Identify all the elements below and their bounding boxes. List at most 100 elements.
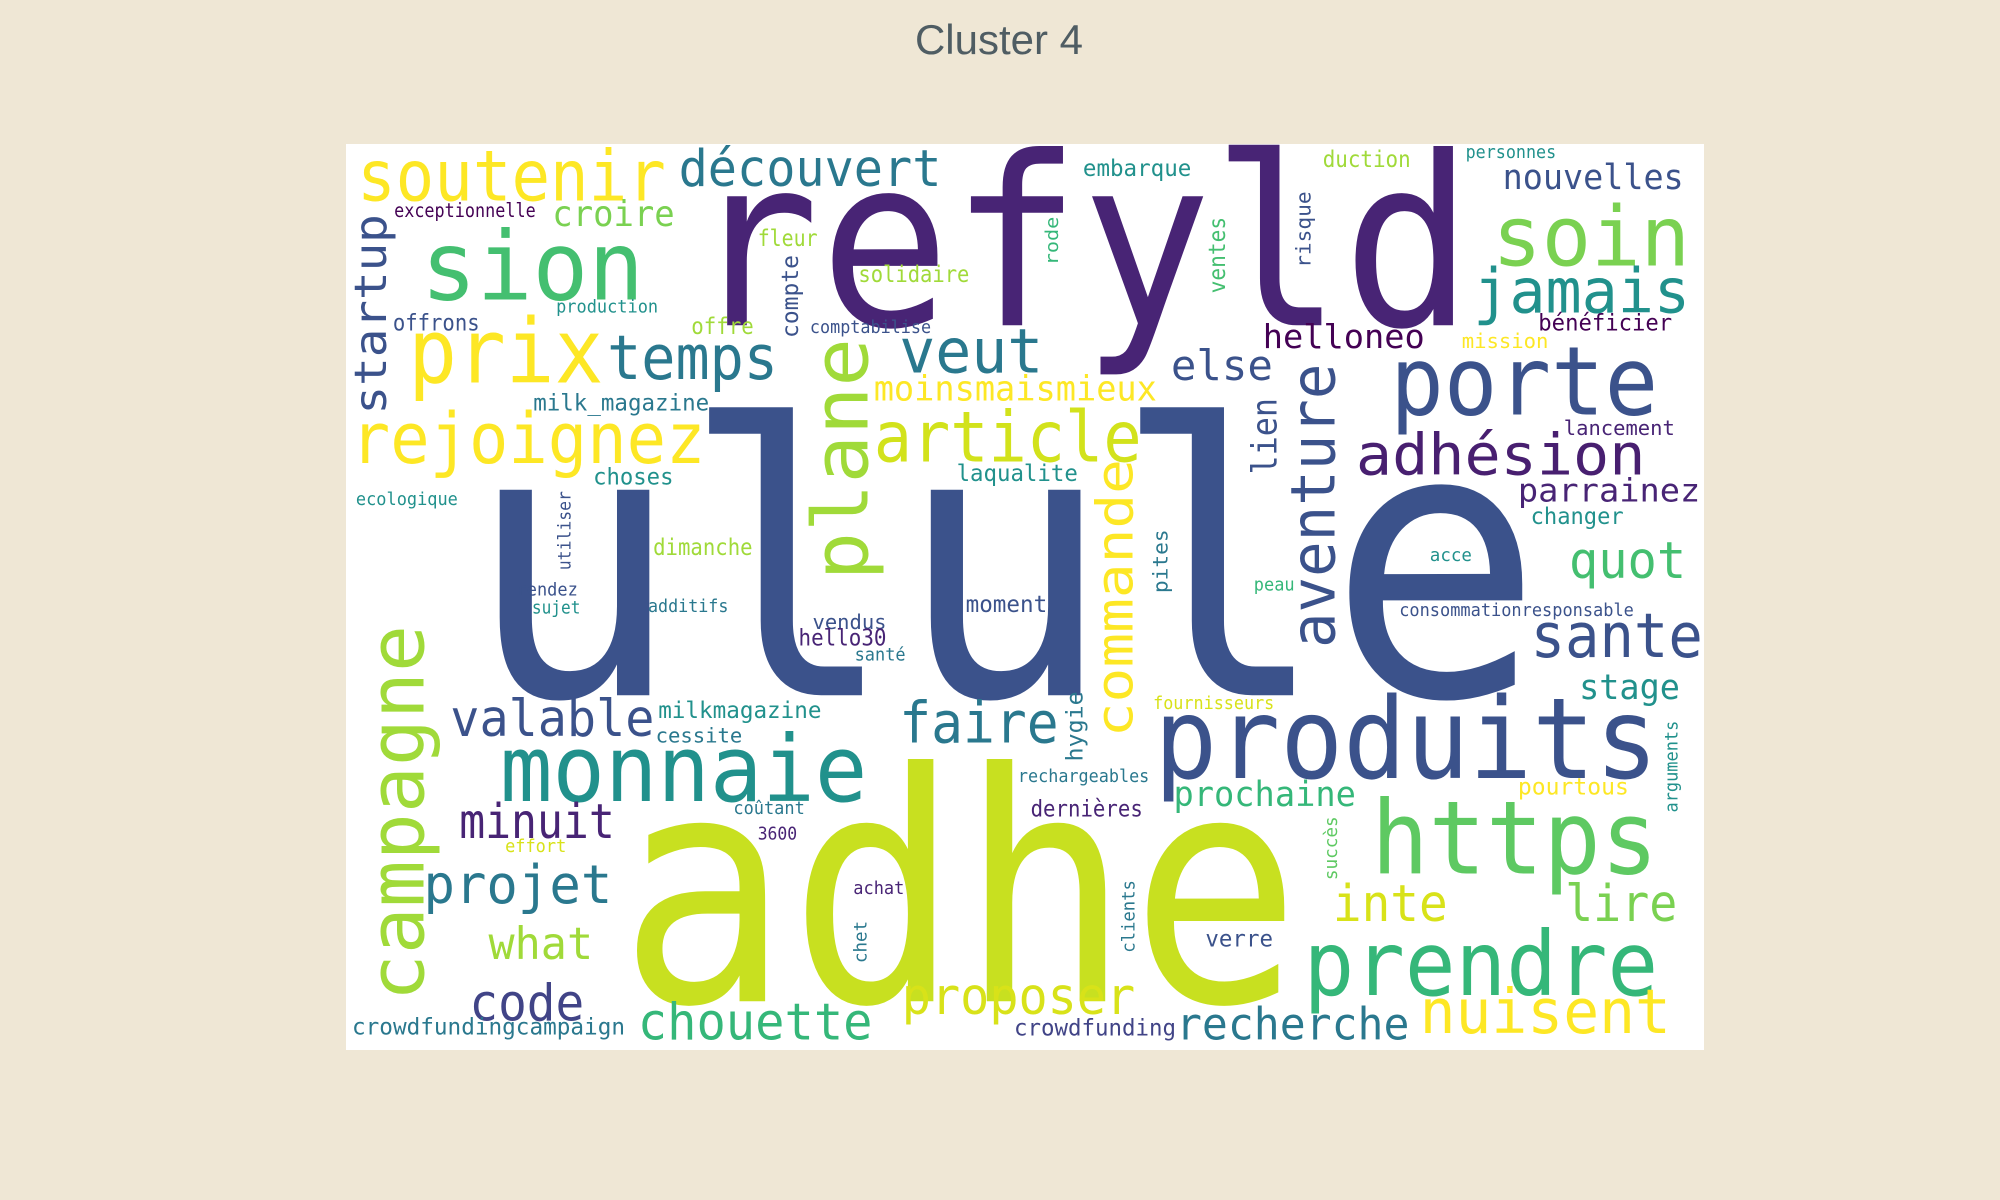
word: veut	[899, 316, 1043, 387]
word: sion	[421, 211, 644, 323]
word: additifs	[648, 596, 728, 617]
word: dernières	[1031, 796, 1143, 822]
word: duction	[1323, 147, 1411, 173]
word: temps	[607, 323, 778, 394]
word: soutenir	[357, 135, 666, 217]
word: proposer	[902, 968, 1135, 1027]
word: porte	[1390, 326, 1658, 438]
word: quot	[1569, 532, 1686, 591]
word: rendez	[517, 580, 578, 601]
word: fournisseurs	[1153, 693, 1274, 714]
word: refyld	[689, 106, 1473, 381]
word: helloneo	[1263, 317, 1425, 356]
word: changer	[1531, 504, 1624, 530]
word: hello30	[799, 625, 887, 651]
word: vendus	[813, 610, 887, 634]
word: personnes	[1466, 142, 1557, 163]
word: solidaire	[858, 262, 969, 288]
word: prix	[408, 301, 603, 405]
word: choses	[593, 465, 673, 491]
word: what	[489, 918, 594, 970]
word: sante	[1531, 601, 1703, 672]
word: milkmagazine	[658, 698, 821, 724]
word: moinsmaismieux	[874, 370, 1157, 410]
word: stage	[1579, 668, 1680, 708]
word: commande	[1087, 459, 1146, 737]
word: lancement	[1564, 416, 1675, 440]
word: code	[469, 974, 584, 1033]
word: verre	[1205, 926, 1273, 952]
word: laqualite	[957, 461, 1078, 487]
word: milk_magazine	[533, 391, 709, 417]
word: santé	[855, 645, 906, 666]
word: inte	[1333, 875, 1448, 934]
word: adhésion	[1356, 422, 1646, 489]
word: coûtant	[733, 798, 804, 819]
wordcloud-panel	[346, 144, 1704, 1050]
word: fleur	[758, 226, 818, 252]
word: recherche	[1176, 999, 1409, 1051]
word: exceptionnelle	[394, 199, 536, 222]
word: sujet	[532, 598, 581, 619]
word: aventure	[1278, 364, 1349, 648]
word: campagne	[354, 625, 443, 1001]
word: jamais	[1473, 257, 1690, 328]
word: lien	[1245, 398, 1285, 475]
word: prendre	[1304, 913, 1659, 1017]
word: soin	[1492, 188, 1690, 285]
word: utiliser	[555, 491, 576, 570]
word: succès	[1321, 816, 1342, 880]
word: achat	[853, 878, 904, 899]
word: faire	[899, 689, 1058, 756]
word: ecologique	[356, 489, 458, 510]
word: plane	[797, 338, 886, 580]
word: crowdfunding	[1014, 1016, 1176, 1042]
word: clients	[1118, 880, 1139, 953]
word: adhe	[619, 706, 1301, 1077]
word: crowdfundingcampaign	[352, 1014, 625, 1040]
word: hygie	[1062, 691, 1088, 761]
word: rechargeables	[1018, 766, 1149, 787]
word: startup	[345, 214, 397, 414]
word: offre	[691, 314, 754, 340]
word: embarque	[1083, 156, 1191, 182]
word: ulule	[466, 346, 1544, 784]
word: minuit	[459, 794, 615, 850]
word: arguments	[1662, 721, 1683, 813]
word: valable	[450, 690, 654, 749]
word: rejoignez	[351, 398, 706, 480]
word: cessite	[656, 723, 743, 747]
word: acce	[1430, 545, 1472, 566]
word: consommationresponsable	[1399, 600, 1634, 621]
word: comptabilise	[810, 317, 931, 338]
word: bénéficier	[1538, 310, 1672, 336]
word: compte	[778, 255, 804, 338]
word: mission	[1462, 329, 1549, 353]
word: découvert	[679, 140, 942, 199]
word: nouvelles	[1503, 158, 1684, 198]
chart-title: Cluster 4	[915, 16, 1083, 63]
word: chet	[851, 921, 872, 963]
word: chouette	[638, 994, 873, 1053]
word: parrainez	[1518, 471, 1700, 509]
word: rode	[1042, 217, 1063, 266]
word: moment	[966, 592, 1048, 618]
word: produits	[1154, 675, 1658, 805]
word: dimanche	[653, 535, 753, 561]
word: pites	[1149, 529, 1173, 593]
word: croire	[552, 194, 674, 235]
word: else	[1171, 341, 1273, 390]
word: risque	[1292, 191, 1316, 268]
word: projet	[424, 853, 613, 916]
word: nuisent	[1420, 977, 1671, 1048]
word: prochaine	[1174, 775, 1356, 815]
word: https	[1371, 780, 1658, 899]
word: article	[874, 397, 1142, 479]
word: offrons	[393, 310, 480, 336]
word: effort	[505, 836, 566, 857]
word: monnaie	[500, 716, 867, 823]
word: peau	[1254, 575, 1295, 596]
word: production	[556, 297, 658, 318]
